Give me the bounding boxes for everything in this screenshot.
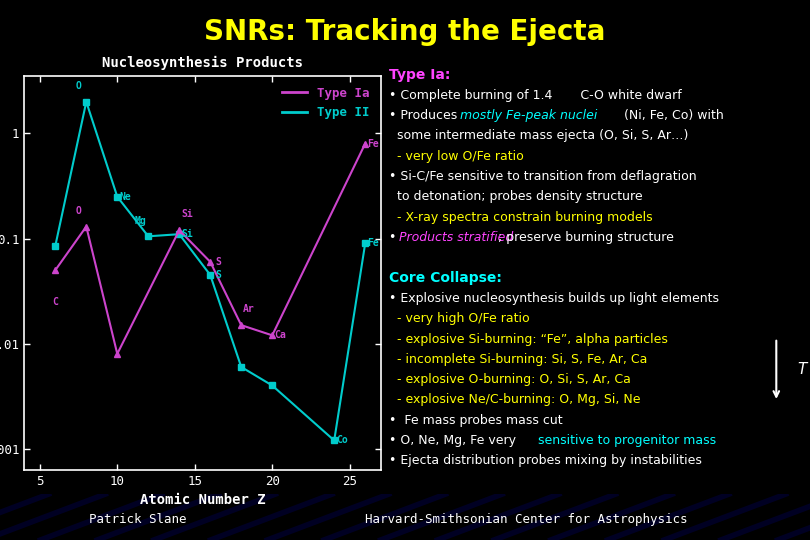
Text: • Explosive nucleosynthesis builds up light elements: • Explosive nucleosynthesis builds up li…: [389, 292, 718, 305]
X-axis label: Atomic Number Z: Atomic Number Z: [139, 493, 266, 507]
Text: Ca: Ca: [274, 330, 286, 340]
Title: Nucleosynthesis Products: Nucleosynthesis Products: [102, 56, 303, 70]
Text: • O, Ne, Mg, Fe very: • O, Ne, Mg, Fe very: [389, 434, 520, 447]
Text: mostly Fe-peak nuclei: mostly Fe-peak nuclei: [460, 109, 598, 122]
Text: - very high O/Fe ratio: - very high O/Fe ratio: [389, 312, 530, 325]
Text: • Si-C/Fe sensitive to transition from deflagration: • Si-C/Fe sensitive to transition from d…: [389, 170, 697, 183]
Text: O: O: [75, 206, 82, 216]
Text: S: S: [215, 257, 221, 267]
Text: ; preserve burning structure: ; preserve burning structure: [498, 231, 674, 244]
Text: Fe: Fe: [367, 139, 379, 148]
Legend: Type Ia, Type II: Type Ia, Type II: [277, 82, 374, 124]
Text: Ne: Ne: [119, 192, 131, 202]
Text: some intermediate mass ejecta (O, Si, S, Ar…): some intermediate mass ejecta (O, Si, S,…: [389, 130, 688, 143]
Text: (Ni, Fe, Co) with: (Ni, Fe, Co) with: [620, 109, 724, 122]
Text: •  Fe mass probes mass cut: • Fe mass probes mass cut: [389, 414, 562, 427]
Text: - explosive Ne/C-burning: O, Mg, Si, Ne: - explosive Ne/C-burning: O, Mg, Si, Ne: [389, 394, 640, 407]
Text: Si: Si: [181, 210, 193, 219]
Text: Co: Co: [336, 435, 347, 445]
Text: Patrick Slane: Patrick Slane: [89, 513, 186, 526]
Text: - explosive Si-burning: “Fe”, alpha particles: - explosive Si-burning: “Fe”, alpha part…: [389, 333, 667, 346]
Text: •: •: [389, 231, 400, 244]
Text: T: T: [797, 362, 807, 377]
Text: sensitive to progenitor mass: sensitive to progenitor mass: [539, 434, 717, 447]
Text: Ar: Ar: [243, 305, 255, 314]
Text: - explosive O-burning: O, Si, S, Ar, Ca: - explosive O-burning: O, Si, S, Ar, Ca: [389, 373, 631, 386]
Text: Core Collapse:: Core Collapse:: [389, 271, 501, 285]
Text: Fe: Fe: [367, 238, 379, 248]
Text: S: S: [215, 270, 221, 280]
Text: - very low O/Fe ratio: - very low O/Fe ratio: [389, 150, 523, 163]
Text: - incomplete Si-burning: Si, S, Fe, Ar, Ca: - incomplete Si-burning: Si, S, Fe, Ar, …: [389, 353, 647, 366]
Text: C: C: [53, 296, 58, 307]
Text: SNRs: Tracking the Ejecta: SNRs: Tracking the Ejecta: [204, 18, 606, 46]
Text: to detonation; probes density structure: to detonation; probes density structure: [389, 190, 642, 204]
Text: • Ejecta distribution probes mixing by instabilities: • Ejecta distribution probes mixing by i…: [389, 455, 701, 468]
Text: O: O: [75, 81, 82, 91]
Text: Si: Si: [181, 229, 193, 239]
Text: Products stratified: Products stratified: [399, 231, 514, 244]
Text: Mg: Mg: [134, 215, 147, 226]
Text: Type Ia:: Type Ia:: [389, 68, 450, 82]
Text: • Produces: • Produces: [389, 109, 461, 122]
Text: Harvard-Smithsonian Center for Astrophysics: Harvard-Smithsonian Center for Astrophys…: [365, 513, 688, 526]
Text: • Complete burning of 1.4       C-O white dwarf: • Complete burning of 1.4 C-O white dwar…: [389, 89, 681, 102]
Text: - X-ray spectra constrain burning models: - X-ray spectra constrain burning models: [389, 211, 652, 224]
